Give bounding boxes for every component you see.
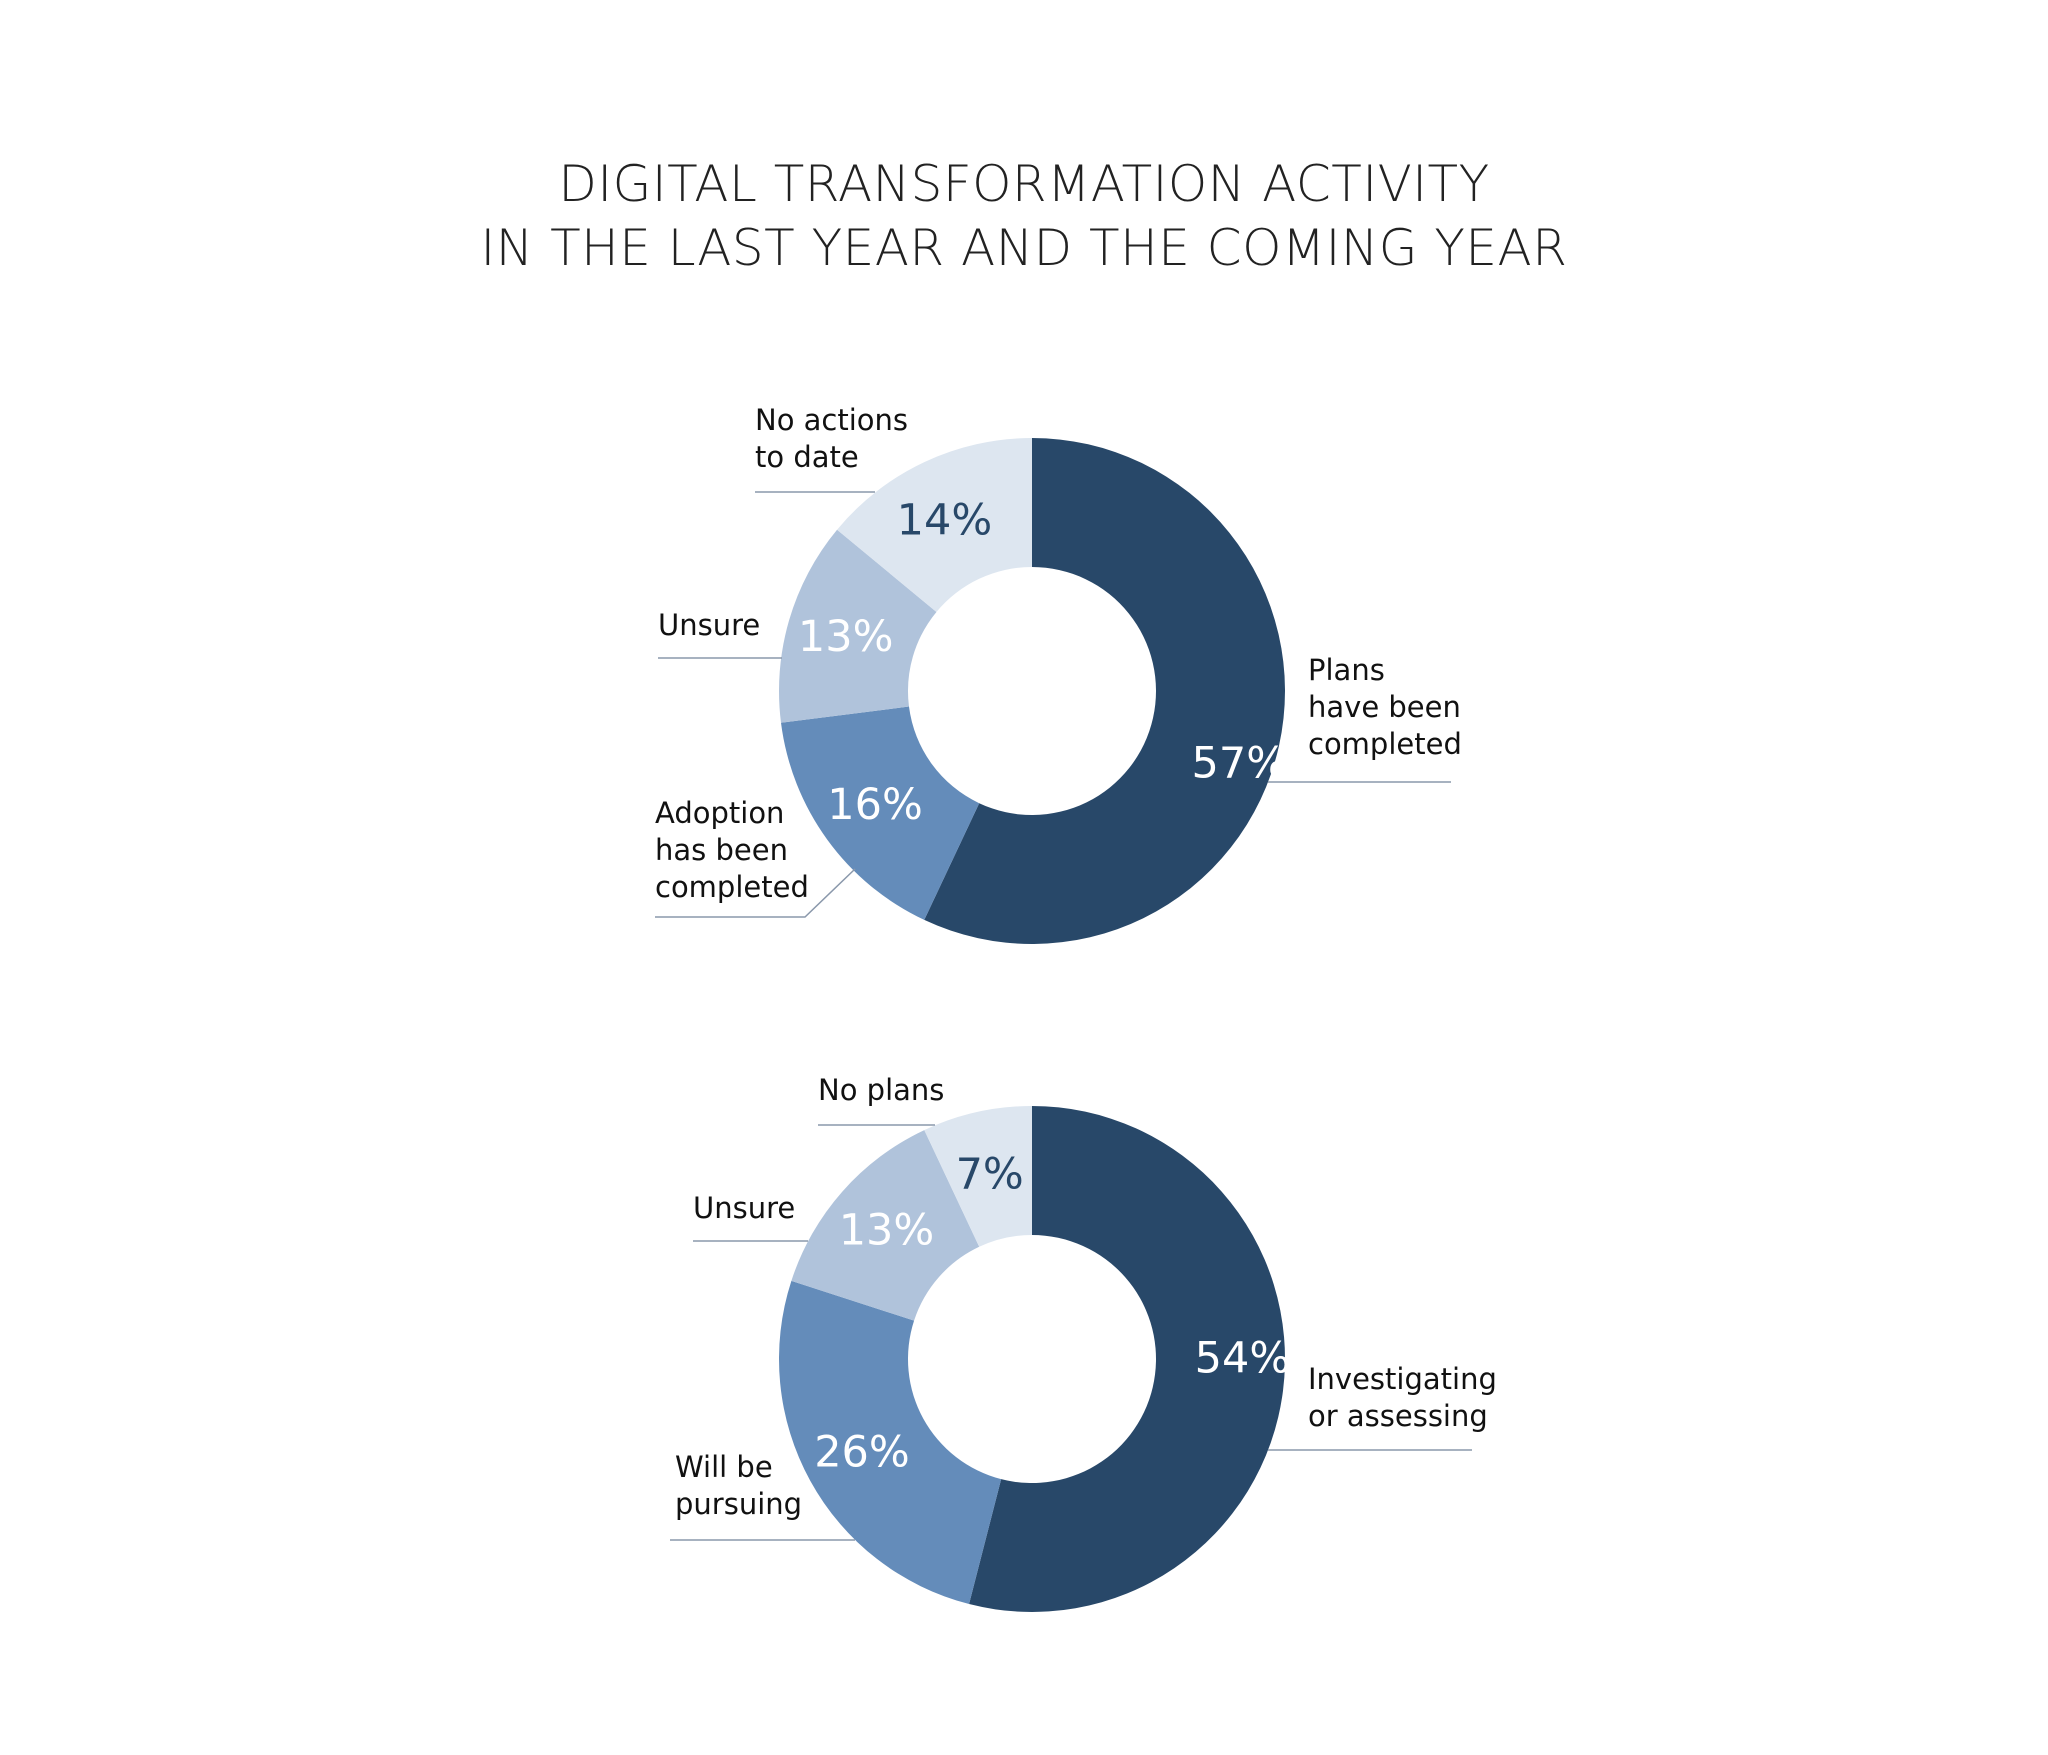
slice-value-label: 57% (1192, 738, 1288, 788)
slice-category-label: Will be pursuing (675, 1450, 802, 1521)
slice-value-label: 13% (839, 1206, 935, 1256)
slice-category-label: Plans have been completed (1308, 653, 1462, 761)
donut-slice (924, 438, 1285, 944)
slice-value-label: 26% (814, 1427, 910, 1477)
chart-title-line-1: DIGITAL TRANSFORMATION ACTIVITY (558, 155, 1490, 213)
donut-slice (780, 706, 980, 920)
chart-title: DIGITAL TRANSFORMATION ACTIVITY IN THE L… (0, 152, 2048, 280)
slice-value-label: 14% (897, 495, 993, 545)
donut-slice (791, 1130, 980, 1321)
slice-category-label: No plans (818, 1073, 944, 1107)
slice-value-label: 13% (798, 612, 894, 662)
chart-title-line-2: IN THE LAST YEAR AND THE COMING YEAR (480, 219, 1568, 277)
slice-category-label: Investigating or assessing (1308, 1362, 1497, 1433)
slice-category-label: Unsure (658, 608, 760, 642)
donut-chart-1: 57% Plans have been completed 16% Adoption has… (655, 403, 1462, 944)
donut-chart-2: 54% Investigating or assessing 26%Will be pu… (670, 1073, 1497, 1612)
slice-category-label: Adoption has been completed (655, 796, 809, 904)
donut-slice (924, 1106, 1032, 1247)
donut-slice (779, 529, 937, 723)
slice-value-label: 7% (956, 1150, 1024, 1200)
slice-category-label: No actions to date (755, 403, 908, 474)
donut-slice (837, 438, 1032, 612)
donut-slice (779, 1280, 1002, 1605)
slice-value-label: 16% (827, 780, 923, 830)
donut-slice (969, 1106, 1286, 1612)
leader-line (655, 868, 856, 918)
slice-category-label: Unsure (693, 1191, 795, 1225)
slice-value-label: 54% (1195, 1333, 1291, 1383)
